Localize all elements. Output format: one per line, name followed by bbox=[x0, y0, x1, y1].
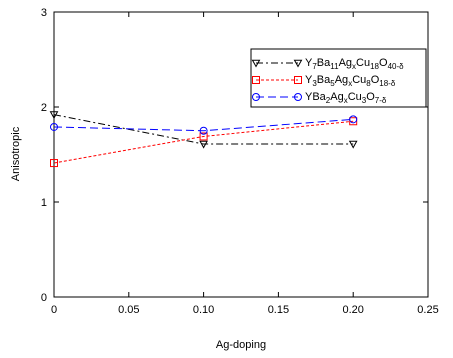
legend-entry-subscript: 5 bbox=[330, 79, 335, 88]
series-3-line bbox=[53, 118, 354, 132]
plot-frame bbox=[53, 11, 429, 298]
series-layer bbox=[49, 111, 358, 168]
legend-entry-text: Ag bbox=[330, 91, 343, 103]
x-tick-label: 0.20 bbox=[342, 304, 363, 316]
legend-entry-subscript: 11 bbox=[330, 62, 339, 71]
legend-marker-3 bbox=[294, 93, 302, 101]
legend-entry-subscript: 40-δ bbox=[388, 62, 405, 71]
legend-marker-2 bbox=[252, 76, 260, 84]
legend-entry-2: Y3Ba5AgxCu8O18-δ bbox=[305, 74, 396, 88]
legend-entry-text: Ag bbox=[335, 74, 348, 86]
series-1 bbox=[49, 111, 358, 149]
legend-entry-1: Y7Ba11AgxCu18O40-δ bbox=[305, 57, 404, 71]
legend-entry-subscript: 8 bbox=[366, 79, 371, 88]
x-axis-ticks: 0 0.05 0.10 0.15 0.20 0.25 bbox=[51, 12, 439, 316]
legend-entry-3: YBa2AgxCu3O7-δ bbox=[305, 91, 387, 105]
legend-entry-subscript: 3 bbox=[362, 96, 367, 105]
series-1-line bbox=[53, 114, 354, 145]
legend-entry-subscript: 7-δ bbox=[375, 96, 387, 105]
legend-entry-text: Cu bbox=[348, 91, 362, 103]
legend-entry-subscript: 3 bbox=[312, 79, 317, 88]
legend-entry-subscript: x bbox=[352, 62, 356, 71]
series-3-point bbox=[349, 115, 358, 124]
x-tick-label: 0.05 bbox=[118, 304, 139, 316]
x-tick-label: 0.10 bbox=[193, 304, 214, 316]
x-tick-label: 0 bbox=[51, 304, 57, 316]
legend-entry-subscript: 18-δ bbox=[379, 79, 396, 88]
legend-entry-subscript: x bbox=[344, 96, 348, 105]
y-tick-label: 1 bbox=[41, 197, 47, 209]
legend-marker-1 bbox=[251, 59, 261, 68]
series-1-point bbox=[348, 140, 358, 149]
x-tick-label: 0.15 bbox=[268, 304, 289, 316]
series-3-point bbox=[199, 126, 208, 135]
legend-entry-text: Ag bbox=[339, 57, 352, 69]
legend-entry-subscript: x bbox=[348, 79, 352, 88]
legend-marker-1 bbox=[293, 59, 303, 68]
y-tick-label: 2 bbox=[41, 102, 47, 114]
x-tick-label: 0.25 bbox=[417, 304, 438, 316]
legend-entry-text: Ba bbox=[317, 74, 331, 86]
series-2-point bbox=[50, 159, 58, 168]
legend-entry-text: O bbox=[366, 91, 375, 103]
x-axis-label: Ag-doping bbox=[216, 339, 266, 351]
series-1-point bbox=[199, 140, 208, 149]
legend-marker-3 bbox=[252, 93, 260, 101]
legend: Y7Ba11AgxCu18O40-δY3Ba5AgxCu8O18-δYBa2Ag… bbox=[250, 48, 427, 108]
y-tick-label: 3 bbox=[41, 7, 47, 19]
legend-entry-subscript: 18 bbox=[370, 62, 379, 71]
legend-entry-subscript: 7 bbox=[312, 62, 317, 71]
series-1-point bbox=[49, 111, 59, 120]
series-3-point bbox=[50, 122, 58, 131]
legend-entry-text: YBa bbox=[305, 91, 327, 103]
legend-entry-text: Cu bbox=[352, 74, 366, 86]
legend-entry-text: Y bbox=[305, 74, 313, 86]
y-axis-label: Anisotropic bbox=[10, 126, 22, 181]
legend-marker-2 bbox=[294, 76, 302, 84]
legend-entry-text: O bbox=[371, 74, 380, 86]
y-tick-label: 0 bbox=[41, 292, 47, 304]
legend-entry-text: Cu bbox=[356, 57, 370, 69]
legend-entry-text: Y bbox=[305, 57, 313, 69]
legend-entry-subscript: 2 bbox=[326, 96, 331, 105]
series-2-line bbox=[53, 120, 354, 164]
legend-entry-text: O bbox=[379, 57, 388, 69]
series-2-point bbox=[199, 132, 208, 141]
legend-entry-text: Ba bbox=[317, 57, 331, 69]
series-2 bbox=[50, 117, 358, 168]
series-3 bbox=[50, 115, 358, 135]
